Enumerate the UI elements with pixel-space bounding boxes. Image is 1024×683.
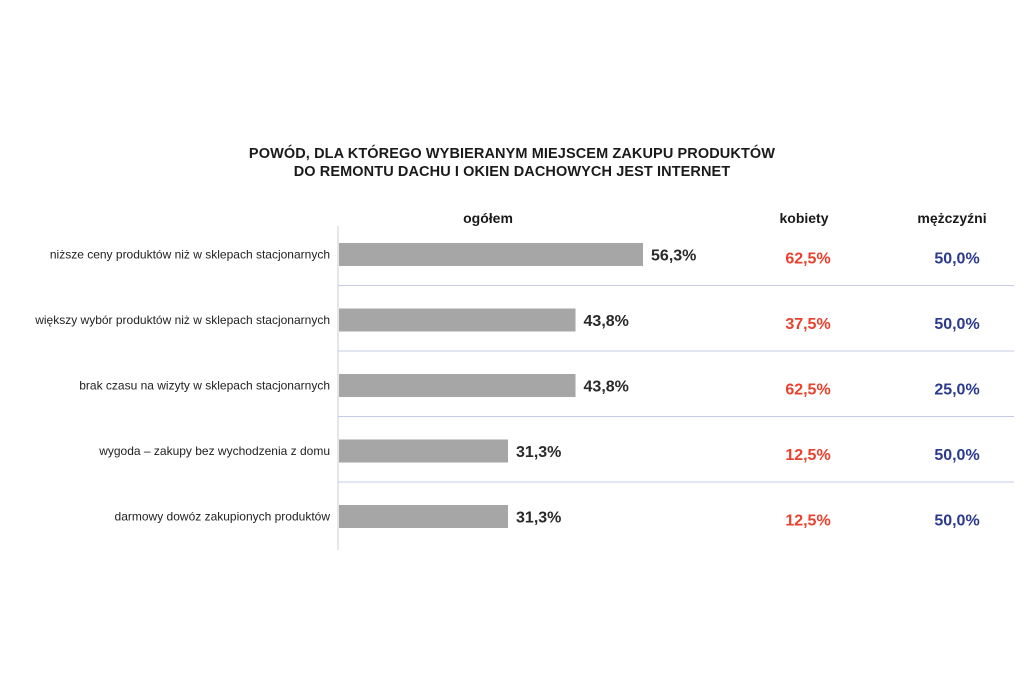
category-label: wygoda – zakupy bez wychodzenia z domu xyxy=(98,444,330,458)
women-value-label: 12,5% xyxy=(785,447,830,464)
category-label: darmowy dowóz zakupionych produktów xyxy=(115,510,331,524)
bar xyxy=(339,308,576,332)
total-value-label: 56,3% xyxy=(651,248,696,265)
men-value-label: 25,0% xyxy=(934,382,979,399)
bar xyxy=(339,243,644,266)
total-value-label: 43,8% xyxy=(584,313,629,330)
bar xyxy=(339,505,509,528)
women-value-label: 12,5% xyxy=(785,513,830,530)
bar xyxy=(339,374,576,397)
women-value-label: 62,5% xyxy=(785,382,830,399)
women-value-label: 37,5% xyxy=(785,316,830,333)
men-value-label: 50,0% xyxy=(934,316,979,333)
total-value-label: 31,3% xyxy=(516,444,561,461)
chart-title: POWÓD, DLA KTÓREGO WYBIERANYM MIEJSCEM Z… xyxy=(248,146,776,162)
column-header-men: mężczyźni xyxy=(917,210,987,226)
column-header-total: ogółem xyxy=(463,210,513,226)
chart-subtitle: DO REMONTU DACHU I OKIEN DACHOWYCH JEST … xyxy=(293,164,731,180)
category-label: niższe ceny produktów niż w sklepach sta… xyxy=(50,248,330,262)
women-value-label: 62,5% xyxy=(785,251,830,268)
bar xyxy=(339,439,509,463)
total-value-label: 31,3% xyxy=(516,510,561,527)
category-label: większy wybór produktów niż w sklepach s… xyxy=(34,313,330,327)
men-value-label: 50,0% xyxy=(934,251,979,268)
column-header-women: kobiety xyxy=(779,210,829,226)
total-value-label: 43,8% xyxy=(584,379,629,396)
men-value-label: 50,0% xyxy=(934,513,979,530)
men-value-label: 50,0% xyxy=(934,447,979,464)
category-label: brak czasu na wizyty w sklepach stacjona… xyxy=(79,379,330,393)
